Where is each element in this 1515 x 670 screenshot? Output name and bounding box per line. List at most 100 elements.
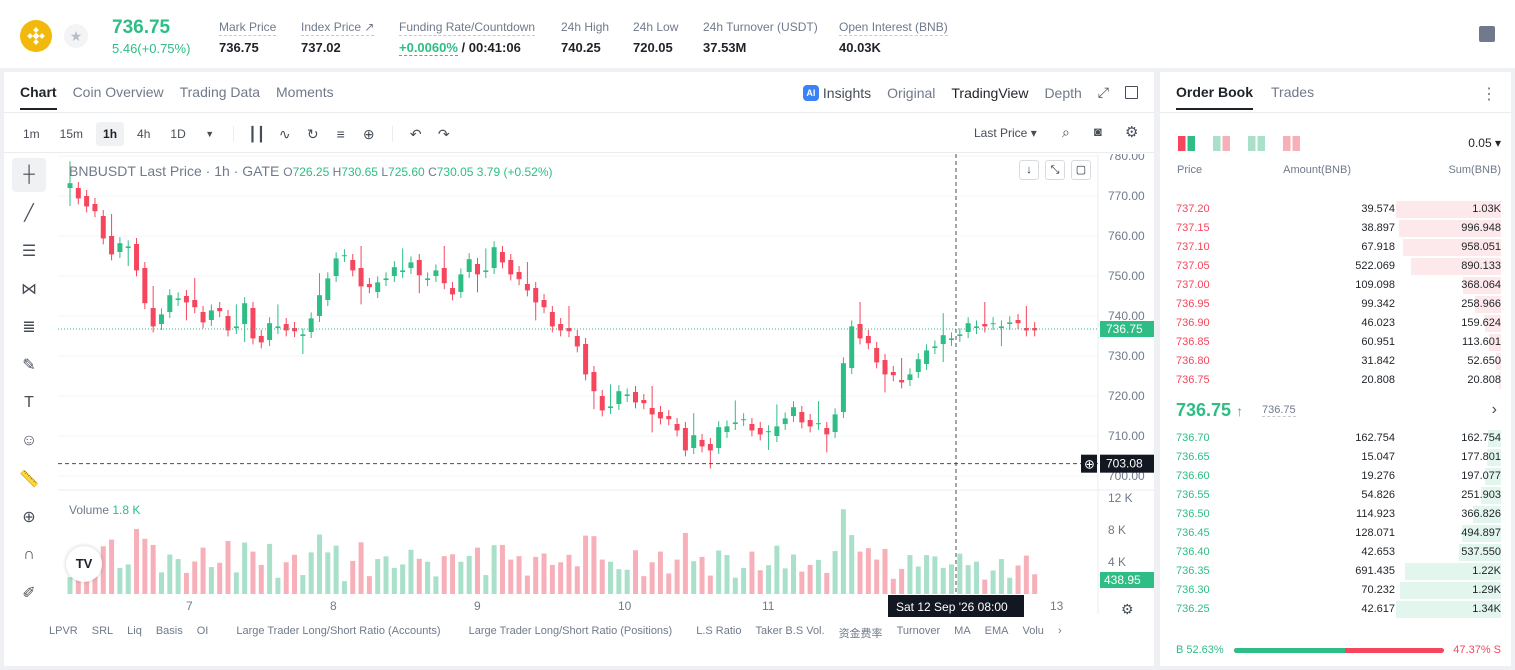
emoji-icon[interactable]: ☺ [20, 432, 38, 449]
stat-open-interest: Open Interest (BNB) 40.03K [839, 20, 948, 55]
volume-bar [208, 567, 214, 594]
bid-row[interactable]: 736.35 691.435 1.22K [1176, 562, 1501, 581]
zoom-in-icon[interactable]: ⊕ [22, 509, 36, 526]
ind-oi[interactable]: OI [196, 625, 209, 637]
ask-row[interactable]: 737.10 67.918 958.051 [1176, 238, 1501, 257]
camera-icon[interactable]: ◙ [1094, 124, 1102, 139]
gear-icon[interactable]: ⚙ [1125, 124, 1139, 141]
bid-row[interactable]: 736.65 15.047 177.801 [1176, 448, 1501, 467]
bid-row[interactable]: 736.25 42.617 1.34K [1176, 600, 1501, 619]
row-price: 736.25 [1176, 603, 1210, 615]
bid-row[interactable]: 736.40 42.653 537.550 [1176, 543, 1501, 562]
bid-row[interactable]: 736.60 19.276 197.077 [1176, 467, 1501, 486]
ind-ma[interactable]: MA [954, 625, 971, 637]
maximize-icon[interactable]: ▢ [1071, 160, 1091, 180]
ask-row[interactable]: 737.20 39.574 1.03K [1176, 200, 1501, 219]
tab-depth[interactable]: Depth [1044, 84, 1082, 101]
chevron-down-icon[interactable]: ▼ [205, 129, 215, 139]
candlestick-chart[interactable]: 780.00 770.00 760.00 750.00 740.00 730.00 720.… [58, 154, 1154, 624]
view-asks-icon[interactable] [1283, 136, 1300, 151]
search-icon[interactable]: ⌕ [1062, 124, 1070, 140]
ind-turnover[interactable]: Turnover [896, 625, 941, 637]
list-icon[interactable]: ≡ [336, 126, 345, 142]
ask-row[interactable]: 737.15 38.897 996.948 [1176, 219, 1501, 238]
tf-4h[interactable]: 4h [137, 127, 151, 141]
row-amount: 42.617 [1361, 603, 1395, 615]
view-bids-asks-icon[interactable] [1213, 136, 1230, 151]
ind-ema[interactable]: EMA [984, 625, 1009, 637]
divider [4, 112, 1154, 113]
bid-row[interactable]: 736.30 70.232 1.29K [1176, 581, 1501, 600]
tf-1d[interactable]: 1D [170, 127, 186, 141]
expand-icon[interactable]: ⤢ [1097, 84, 1109, 100]
magnet-icon[interactable]: ∩ [23, 546, 35, 563]
price-tick: 750.00 [1108, 269, 1145, 283]
favorite-star-icon[interactable]: ★ [64, 24, 88, 48]
arrow-down-icon[interactable]: ↓ [1019, 160, 1039, 180]
stat-index-price[interactable]: Index Price ↗ 737.02 [301, 20, 375, 55]
ask-row[interactable]: 736.75 20.808 20.808 [1176, 371, 1501, 390]
chevron-right-icon[interactable]: › [1057, 625, 1062, 637]
brush-icon[interactable]: ✎ [22, 357, 36, 374]
pencil-lock-icon[interactable]: ✐ [22, 585, 36, 602]
tf-1m[interactable]: 1m [23, 127, 40, 141]
tf-1h[interactable]: 1h [96, 122, 125, 146]
chevron-right-icon[interactable]: › [1491, 401, 1497, 418]
ind-ls-accounts[interactable]: Large Trader Long/Short Ratio (Accounts) [236, 625, 441, 637]
pattern-icon[interactable]: ⋈ [21, 281, 37, 298]
price-type-select[interactable]: Last Price ▾ [974, 126, 1037, 140]
ind-srl[interactable]: SRL [91, 625, 114, 637]
mid-price[interactable]: 736.75 ↑ [1176, 400, 1244, 420]
volume-bar [774, 545, 780, 594]
redo-icon[interactable]: ↷ [437, 125, 450, 142]
tab-moments[interactable]: Moments [276, 84, 334, 100]
ind-liq[interactable]: Liq [127, 625, 142, 637]
settings-icon[interactable]: ⚙ [1121, 601, 1134, 617]
ask-row[interactable]: 736.95 99.342 258.966 [1176, 295, 1501, 314]
book-icon[interactable] [1479, 26, 1495, 42]
ind-lpvr[interactable]: LPVR [49, 625, 78, 637]
horizontal-lines-icon[interactable]: ☰ [21, 243, 37, 260]
text-tool-icon[interactable]: T [24, 394, 34, 411]
tab-coin-overview[interactable]: Coin Overview [72, 84, 164, 100]
tab-tradingview[interactable]: TradingView [951, 84, 1029, 101]
bid-row[interactable]: 736.50 114.923 366.826 [1176, 505, 1501, 524]
tab-trading-data[interactable]: Trading Data [179, 84, 261, 100]
bid-row[interactable]: 736.55 54.826 251.903 [1176, 486, 1501, 505]
collapse-icon[interactable]: ⤡ [1045, 160, 1065, 180]
tf-15m[interactable]: 15m [59, 127, 84, 141]
bid-row[interactable]: 736.70 162.754 162.754 [1176, 429, 1501, 448]
insights-button[interactable]: AI Insights [802, 84, 871, 101]
ind-volume[interactable]: Volu [1022, 625, 1044, 637]
candles-icon[interactable]: ┃┃ [248, 125, 266, 142]
indicators-icon[interactable]: ∿ [278, 125, 291, 142]
ruler-icon[interactable]: 📏 [19, 471, 39, 488]
ind-funding[interactable]: 资金费率 [838, 628, 883, 640]
fib-icon[interactable]: ≣ [22, 319, 36, 336]
ask-row[interactable]: 736.85 60.951 113.601 [1176, 333, 1501, 352]
ind-taker[interactable]: Taker B.S Vol. [755, 625, 825, 637]
tab-chart[interactable]: Chart [20, 84, 57, 110]
ask-row[interactable]: 737.05 522.069 890.133 [1176, 257, 1501, 276]
tab-trades[interactable]: Trades [1271, 84, 1315, 100]
bid-row[interactable]: 736.45 128.071 494.897 [1176, 524, 1501, 543]
tab-order-book[interactable]: Order Book [1176, 84, 1254, 110]
view-bids-icon[interactable] [1248, 136, 1265, 151]
more-icon[interactable]: ⋮ [1481, 86, 1497, 103]
ask-row[interactable]: 736.80 31.842 52.650 [1176, 352, 1501, 371]
trendline-icon[interactable]: ╱ [24, 205, 34, 222]
ind-basis[interactable]: Basis [155, 625, 183, 637]
add-indicator-icon[interactable]: ⊕ [362, 125, 375, 142]
window-icon[interactable] [1125, 86, 1138, 99]
tick-size-select[interactable]: 0.05 ▾ [1468, 136, 1501, 150]
ask-row[interactable]: 736.90 46.023 159.624 [1176, 314, 1501, 333]
ask-row[interactable]: 737.00 109.098 368.064 [1176, 276, 1501, 295]
crosshair-icon[interactable]: ┼ [12, 158, 46, 192]
volume-bar [308, 552, 314, 594]
tab-original[interactable]: Original [887, 84, 936, 101]
view-both-icon[interactable] [1178, 136, 1195, 151]
undo-icon[interactable]: ↶ [409, 125, 422, 142]
refresh-icon[interactable]: ↻ [306, 125, 319, 142]
ind-ls-positions[interactable]: Large Trader Long/Short Ratio (Positions… [468, 625, 673, 637]
ind-ls-ratio[interactable]: L.S Ratio [696, 625, 742, 637]
